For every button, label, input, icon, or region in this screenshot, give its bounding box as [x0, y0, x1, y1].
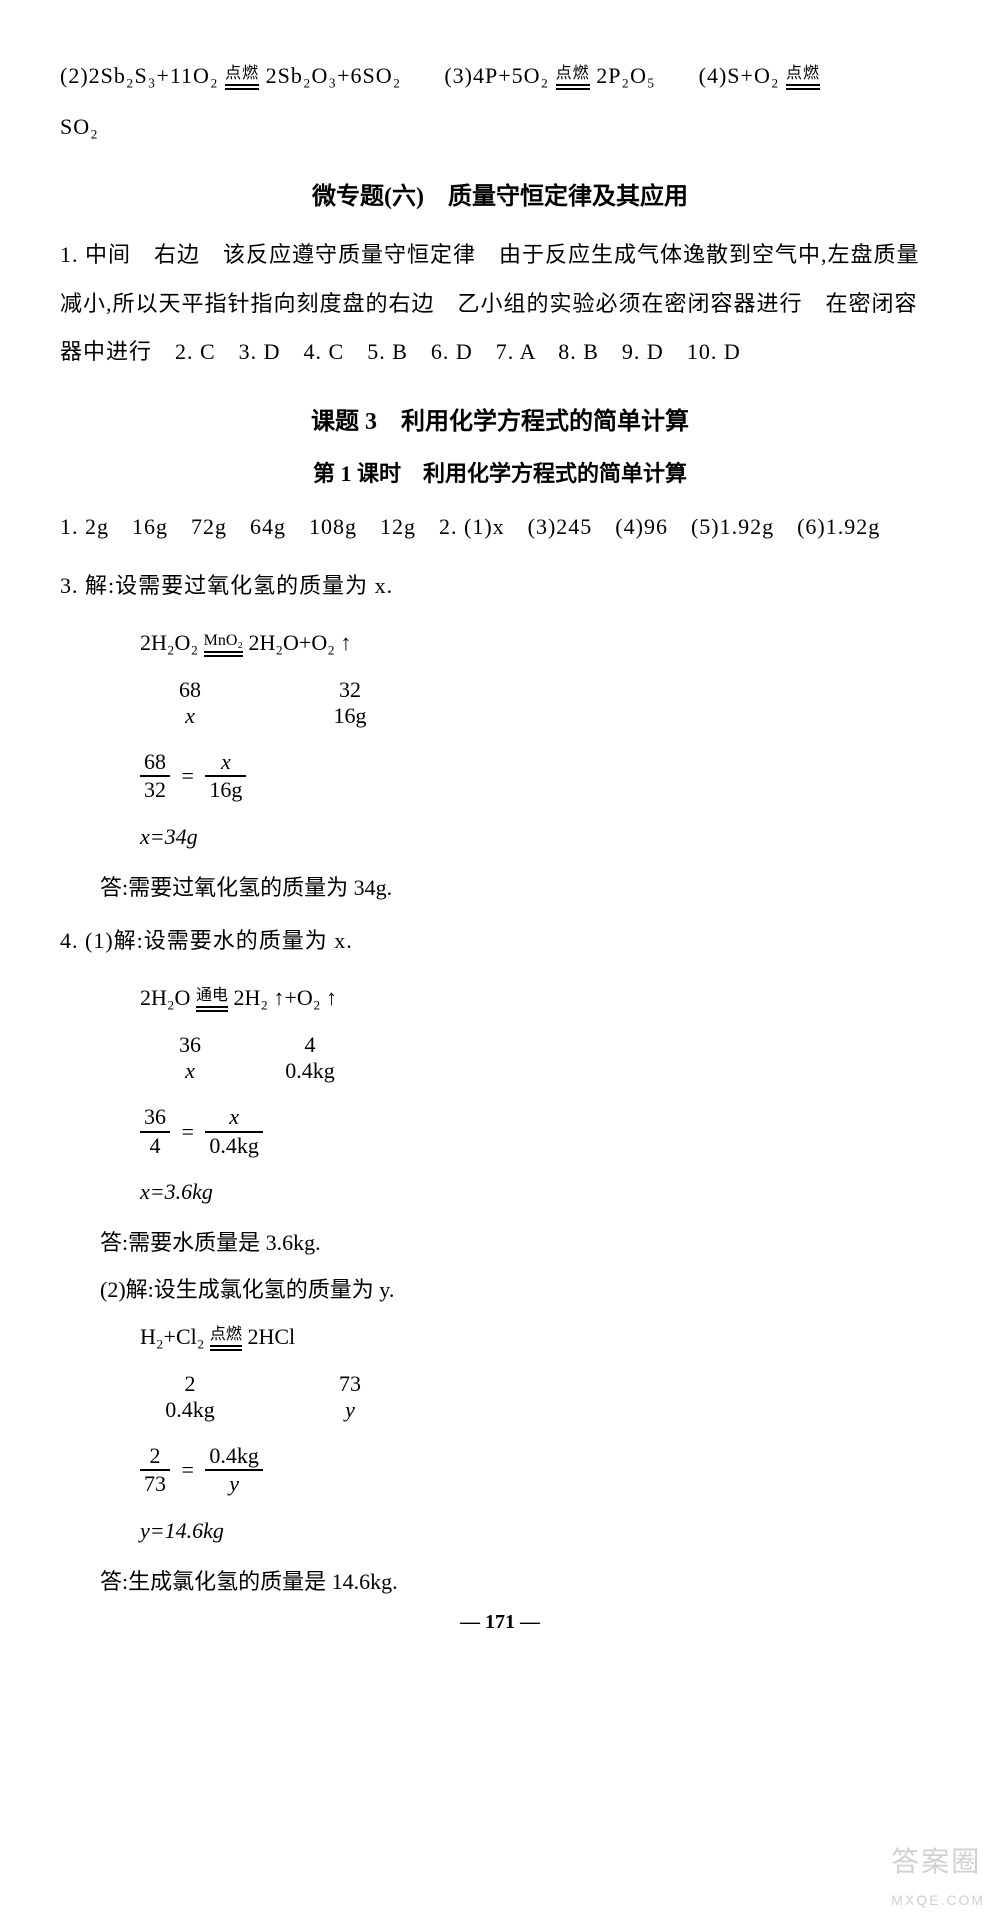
q4b-f2d: y: [205, 1471, 263, 1497]
q4-f1n: 36: [140, 1104, 170, 1132]
q4-m1b: 4: [280, 1032, 340, 1058]
q4b-answer: 答:生成氯化氢的质量是 14.6kg.: [100, 1564, 940, 1596]
q4-mass-row1: 36 4: [160, 1032, 940, 1058]
q3-result: x=34g: [140, 824, 940, 850]
q4-eq-cond: 通电: [196, 988, 228, 1012]
q4-eq-left: 2H₂O: [140, 985, 190, 1010]
q3-eq-left: 2H₂O₂: [140, 630, 198, 655]
watermark-sub: MXQE.COM: [891, 1892, 985, 1908]
watermark: 答案圈 MXQE.COM: [891, 1840, 985, 1912]
q4b-equation: H₂+Cl₂ 点燃 2HCl: [140, 1324, 940, 1351]
q3-equation: 2H₂O₂ MnO₂ 2H₂O+O₂ ↑: [140, 630, 940, 657]
watermark-main: 答案圈: [891, 1846, 981, 1877]
q4-m2a: x: [160, 1058, 220, 1084]
q3-f2d: 16g: [205, 777, 246, 803]
topic3-subtitle: 第 1 课时 利用化学方程式的简单计算: [60, 456, 940, 488]
q3-m2b: 16g: [320, 703, 380, 729]
q4b-result: y=14.6kg: [140, 1518, 940, 1544]
q3-f1n: 68: [140, 749, 170, 777]
q4-m1a: 36: [160, 1032, 220, 1058]
top-equations-block: (2)2Sb₂S₃+11O₂ 点燃 2Sb₂O₃+6SO₂ (3)4P+5O₂ …: [60, 50, 940, 103]
q3-fraction: 6832 = x16g: [140, 749, 940, 804]
q4b-f1d: 73: [140, 1471, 170, 1497]
q4-equation: 2H₂O 通电 2H₂ ↑+O₂ ↑: [140, 985, 940, 1012]
so2-text: SO₂: [60, 103, 940, 151]
q4-eq-right: 2H₂ ↑+O₂ ↑: [233, 985, 337, 1010]
q4-answer: 答:需要水质量是 3.6kg.: [100, 1225, 940, 1257]
eq3-left: (3)4P+5O₂: [444, 63, 549, 88]
q4-f1d: 4: [140, 1133, 170, 1159]
q4b-mass-row1: 2 73: [160, 1371, 940, 1397]
q4b-eq-right: 2HCl: [247, 1324, 295, 1349]
eq3-cond: 点燃: [556, 66, 590, 90]
q4b-mass-row2: 0.4kg y: [160, 1397, 940, 1423]
q3-m2a: x: [160, 703, 220, 729]
q4-intro: 4. (1)解:设需要水的质量为 x.: [60, 917, 940, 965]
eq2-cond: 点燃: [225, 66, 259, 90]
page-number: — 171 —: [60, 1611, 940, 1634]
q4-m2b: 0.4kg: [280, 1058, 340, 1084]
eq2-right: 2Sb₂O₃+6SO₂: [266, 63, 402, 88]
q3-m1a: 68: [160, 677, 220, 703]
q3-m1b: 32: [320, 677, 380, 703]
topic3-title: 课题 3 利用化学方程式的简单计算: [60, 401, 940, 436]
q4b-eq-left: H₂+Cl₂: [140, 1324, 204, 1349]
q3-eq-right: 2H₂O+O₂ ↑: [248, 630, 351, 655]
topic3-line1: 1. 2g 16g 72g 64g 108g 12g 2. (1)x (3)24…: [60, 503, 940, 551]
q3-f1d: 32: [140, 777, 170, 803]
q4-fraction: 364 = x0.4kg: [140, 1104, 940, 1159]
section6-title: 微专题(六) 质量守恒定律及其应用: [60, 176, 940, 211]
eq4-cond: 点燃: [786, 66, 820, 90]
q4b-f1n: 2: [140, 1443, 170, 1471]
q4b-f2n: 0.4kg: [205, 1443, 263, 1471]
eq4-left: (4)S+O₂: [699, 63, 780, 88]
q4-f2n: x: [205, 1104, 263, 1132]
q3-mass-row2: x 16g: [160, 703, 940, 729]
q3-answer: 答:需要过氧化氢的质量为 34g.: [100, 870, 940, 902]
q4b-m2b: y: [320, 1397, 380, 1423]
q4b-m1b: 73: [320, 1371, 380, 1397]
eq2-left: (2)2Sb₂S₃+11O₂: [60, 63, 219, 88]
eq3-right: 2P₂O₅: [596, 63, 655, 88]
q3-f2n: x: [205, 749, 246, 777]
q3-mass-row1: 68 32: [160, 677, 940, 703]
q4b-eq-cond: 点燃: [210, 1327, 242, 1351]
q4b-m2a: 0.4kg: [160, 1397, 220, 1423]
q4-f2d: 0.4kg: [205, 1133, 263, 1159]
q3-eq-cond: MnO₂: [204, 633, 243, 657]
q4b-fraction: 273 = 0.4kgy: [140, 1443, 940, 1498]
q4b-intro: (2)解:设生成氯化氢的质量为 y.: [100, 1272, 940, 1304]
q4-mass-row2: x 0.4kg: [160, 1058, 940, 1084]
q4-result: x=3.6kg: [140, 1179, 940, 1205]
q4b-m1a: 2: [160, 1371, 220, 1397]
section6-q1: 1. 中间 右边 该反应遵守质量守恒定律 由于反应生成气体逸散到空气中,左盘质量…: [60, 231, 940, 376]
q3-intro: 3. 解:设需要过氧化氢的质量为 x.: [60, 562, 940, 610]
